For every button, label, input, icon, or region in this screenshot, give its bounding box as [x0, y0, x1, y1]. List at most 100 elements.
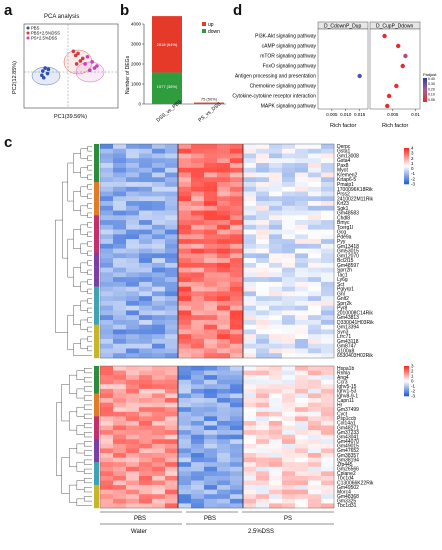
kegg-panel: D_CdownP_Dup D_CupP_Ddown PI3K-Akt signa…: [232, 14, 440, 132]
deg-panel: 0 1000 2000 3000 4000 2818 (64%) 1577 (36%) 75…: [122, 14, 230, 129]
legend-swatch-ps-dss: [26, 36, 30, 40]
padjust-tick-2: 0.20: [428, 87, 435, 91]
panel-label-d: d: [233, 2, 243, 19]
deg-bar-down-0: [152, 72, 182, 104]
legend-label-ps-dss: PS+2.5%DSS: [31, 36, 57, 41]
top-gene-label-12: Krt23: [337, 201, 349, 207]
top-gene-label-34: Pyr8: [337, 306, 348, 312]
deg-ytick-0: 0: [138, 102, 141, 107]
pca-point-pbs-5: [41, 75, 46, 80]
pca-plot: PBS PBS+2.5%DSS PS+2.5%DSS PC1(39.56%) P…: [12, 23, 119, 120]
top-gene-label-33: Sprr2k: [337, 301, 352, 307]
treatment-label-dss: 2.5%DSS: [248, 529, 274, 535]
pathway-label-5: Chemokine signaling pathway: [250, 84, 317, 90]
kegg-xlabel-1: Rich factor: [330, 123, 356, 129]
bottom-gene-label-7: Capn11: [337, 398, 354, 404]
pca-point-pbs-0: [43, 66, 47, 70]
top-gene-label-17: Tcerg1l: [337, 225, 353, 231]
kegg-point-1-2: [403, 53, 408, 59]
pca-ylabel: PC2(12.85%): [12, 61, 18, 94]
kegg-point-0-0: [357, 73, 362, 79]
pca-point-ps-2-5-dss-5: [92, 66, 97, 70]
bottom-gene-label-10: Cyct: [337, 412, 348, 418]
pca-title: PCA analysis: [44, 14, 80, 20]
bottom-gene-label-12: Col14a1: [337, 421, 356, 427]
legend-label-up: up: [208, 22, 214, 28]
pathway-label-0: PI3K-Akt signaling pathway: [255, 34, 316, 40]
top-gene-label-40: Lrrc71: [337, 334, 351, 340]
kegg-point-1-3: [400, 63, 405, 69]
top-gene-label-21: Gm13418: [337, 244, 359, 250]
pca-point-pbs-1: [41, 69, 45, 73]
top-gene-label-11: 2410022M11Rik: [337, 196, 374, 202]
bottom-gene-label-17: Gm49015: [337, 444, 359, 450]
kegg-point-1-6: [385, 103, 390, 109]
pca-point-pbs-2-5-dss-3: [76, 51, 80, 56]
group-label-pbs-dss: PBS: [204, 516, 216, 522]
top-legend-tick-0: 4: [411, 146, 414, 151]
bottom-gene-label-4: Ighv5-15: [337, 384, 357, 390]
bottom-legend-tick-5: -2: [411, 389, 415, 394]
padjust-legend-title: Padjust: [423, 72, 437, 77]
pathway-label-1: cAMP signaling pathway: [262, 44, 317, 50]
top-gene-label-42: Gm8747: [337, 344, 356, 350]
bottom-legend-tick-1: 2: [411, 369, 414, 374]
top-gene-label-7: Krtap6-5: [337, 177, 356, 183]
deg-ytick-1: 1000: [131, 82, 142, 87]
bottom-gene-label-1: Rnhla: [337, 370, 350, 376]
legend-swatch-pbs-dss: [26, 31, 30, 35]
deg-label-ps: 75 (50%): [201, 97, 218, 102]
padjust-tick-0: 0.40: [428, 77, 435, 81]
kegg-xtick-0-1: 0.010: [340, 112, 352, 117]
top-gene-label-22: Gm53015: [337, 249, 359, 255]
top-gene-label-2: Gm13008: [337, 153, 359, 159]
top-legend-tick-5: -1: [411, 171, 415, 176]
legend-label-pbs: PBS: [31, 26, 40, 31]
kegg-point-1-0: [382, 33, 387, 39]
pathway-label-2: mTOR signaling pathway: [260, 54, 316, 60]
top-gene-label-28: Ly6g: [337, 277, 348, 283]
top-gene-label-8: Pmaip1: [337, 182, 354, 188]
pathway-label-6: Cytokine-cytokine receptor interaction: [232, 94, 316, 100]
bottom-gene-label-5: Ighv1-53: [337, 389, 357, 395]
bottom-gene-label-9: Gm37499: [337, 407, 359, 413]
top-gene-label-6: Kremen2: [337, 172, 358, 178]
kegg-xtick-0-2: 0.015: [354, 112, 366, 117]
kegg-point-1-5: [386, 93, 392, 99]
top-gene-label-35: 2010008C14Rik: [337, 310, 373, 316]
bottom-gene-label-27: Morc4: [337, 489, 351, 495]
bottom-gene-label-20: Gm38194: [337, 457, 359, 463]
pca-point-ps-2-5-dss-1: [88, 68, 92, 72]
pca-point-pbs-2-5-dss-4: [80, 56, 85, 61]
pca-point-ps-2-5-dss-3: [95, 64, 99, 68]
deg-ytick-4: 4000: [131, 22, 142, 27]
pca-point-pbs-2-5-dss-2: [78, 59, 83, 63]
kegg-xlabel-2: Rich factor: [382, 123, 408, 129]
group-label-ps-dss: PS: [284, 516, 292, 522]
top-gene-label-44: 6530403H02Rik: [337, 353, 373, 359]
bottom-gene-label-16: Gm44070: [337, 439, 359, 445]
deg-ytick-2: 2000: [131, 62, 142, 67]
bottom-gene-label-11: Psp1ccb: [337, 416, 356, 422]
top-gene-label-9: 1700096K18Rik: [337, 187, 373, 193]
legend-label-pbs-dss: PBS+2.5%DSS: [31, 31, 60, 36]
top-gene-label-29: Sct: [337, 282, 345, 288]
bottom-gene-label-30: Tbc1d31: [337, 503, 357, 509]
deg-label-up: 2818 (64%): [157, 42, 178, 47]
deg-bar-chart: 0 1000 2000 3000 4000 2818 (64%) 1577 (36%) 75…: [125, 16, 226, 124]
panel-label-c: c: [4, 134, 13, 151]
bottom-gene-label-18: Gm47652: [337, 448, 359, 454]
top-legend-tick-2: 2: [411, 156, 414, 161]
kegg-xtick-1-0: 0.005: [387, 112, 399, 117]
bottom-gene-label-0: Hspa1b: [337, 366, 354, 372]
treatment-label-water: Water: [131, 529, 147, 535]
bottom-legend-tick-2: 1: [411, 374, 414, 379]
pca-point-pbs-2: [45, 71, 50, 76]
top-gene-label-5: Myot: [337, 168, 348, 174]
top-gene-label-16: Bmyc: [337, 220, 350, 226]
top-legend-tick-6: -2: [411, 176, 415, 181]
legend-swatch-down: [202, 29, 206, 33]
bottom-gene-label-2: Ang4: [337, 375, 349, 381]
top-gene-label-30: Pglyrp1: [337, 287, 354, 293]
kegg-point-1-1: [395, 43, 401, 49]
